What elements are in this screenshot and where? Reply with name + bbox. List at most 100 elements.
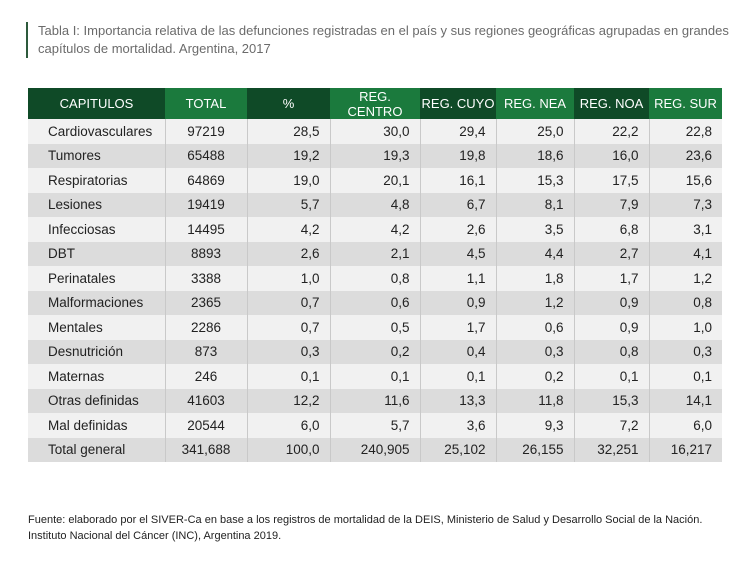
cell-value: 246 — [165, 364, 248, 389]
cell-value: 0,9 — [574, 290, 650, 315]
cell-value: 4,2 — [247, 217, 331, 242]
cell-value: 4,5 — [420, 241, 497, 266]
cell-value: 14,1 — [649, 388, 722, 413]
cell-value: 19,0 — [247, 168, 331, 193]
table-row: Mal definidas 20544 6,0 5,7 3,6 9,3 7,2 6,0 — [28, 413, 722, 438]
source-line-1: Fuente: elaborado por el SIVER-Ca en bas… — [28, 514, 703, 526]
cell-value: 16,0 — [574, 143, 650, 168]
row-label: Mal definidas — [28, 413, 166, 438]
cell-value: 0,6 — [330, 290, 421, 315]
cell-value: 2286 — [165, 315, 248, 340]
cell-value: 23,6 — [649, 143, 722, 168]
cell-value: 29,4 — [420, 119, 497, 144]
cell-value: 32,251 — [574, 437, 650, 462]
cell-value: 0,6 — [496, 315, 575, 340]
cell-value: 26,155 — [496, 437, 575, 462]
cell-value: 341,688 — [165, 437, 248, 462]
cell-value: 3,6 — [420, 413, 497, 438]
cell-value: 1,7 — [420, 315, 497, 340]
column-header: % — [247, 88, 330, 119]
cell-value: 65488 — [165, 143, 248, 168]
cell-value: 6,0 — [247, 413, 331, 438]
cell-value: 17,5 — [574, 168, 650, 193]
cell-value: 240,905 — [330, 437, 421, 462]
cell-value: 2,6 — [420, 217, 497, 242]
row-label: DBT — [28, 241, 166, 266]
table-row: Lesiones 19419 5,7 4,8 6,7 8,1 7,9 7,3 — [28, 192, 722, 217]
table-row: Desnutrición 873 0,3 0,2 0,4 0,3 0,8 0,3 — [28, 339, 722, 364]
cell-value: 25,102 — [420, 437, 497, 462]
row-label: Total general — [28, 437, 166, 462]
column-header: REG. CENTRO — [330, 88, 420, 119]
cell-value: 4,4 — [496, 241, 575, 266]
cell-value: 5,7 — [330, 413, 421, 438]
cell-value: 19,8 — [420, 143, 497, 168]
column-header: REG. CUYO — [420, 88, 496, 119]
cell-value: 13,3 — [420, 388, 497, 413]
cell-value: 2365 — [165, 290, 248, 315]
cell-value: 11,8 — [496, 388, 575, 413]
row-label: Maternas — [28, 364, 166, 389]
table-row: Perinatales 3388 1,0 0,8 1,1 1,8 1,7 1,2 — [28, 266, 722, 291]
cell-value: 8893 — [165, 241, 248, 266]
cell-value: 16,217 — [649, 437, 722, 462]
table-row: Tumores 65488 19,2 19,3 19,8 18,6 16,0 23,6 — [28, 143, 722, 168]
row-label: Cardiovasculares — [28, 119, 166, 144]
cell-value: 0,9 — [574, 315, 650, 340]
row-label: Perinatales — [28, 266, 166, 291]
cell-value: 1,7 — [574, 266, 650, 291]
cell-value: 12,2 — [247, 388, 331, 413]
column-header: REG. NOA — [574, 88, 649, 119]
cell-value: 22,2 — [574, 119, 650, 144]
row-label: Otras definidas — [28, 388, 166, 413]
cell-value: 1,2 — [649, 266, 722, 291]
total-row: Total general 341,688 100,0 240,905 25,102 26… — [28, 437, 722, 462]
table-row: DBT 8893 2,6 2,1 4,5 4,4 2,7 4,1 — [28, 241, 722, 266]
cell-value: 20544 — [165, 413, 248, 438]
cell-value: 0,1 — [574, 364, 650, 389]
cell-value: 20,1 — [330, 168, 421, 193]
column-header: REG. SUR — [649, 88, 722, 119]
cell-value: 15,6 — [649, 168, 722, 193]
cell-value: 0,2 — [496, 364, 575, 389]
cell-value: 100,0 — [247, 437, 331, 462]
table-row: Malformaciones 2365 0,7 0,6 0,9 1,2 0,9 0,8 — [28, 290, 722, 315]
cell-value: 0,8 — [649, 290, 722, 315]
table-header-row: CAPITULOS TOTAL% REG. CENTRO REG. CUYO REG. … — [28, 88, 722, 119]
cell-value: 1,1 — [420, 266, 497, 291]
cell-value: 6,8 — [574, 217, 650, 242]
cell-value: 19,3 — [330, 143, 421, 168]
table-row: Respiratorias 64869 19,0 20,1 16,1 15,3 17,5 15… — [28, 168, 722, 193]
cell-value: 1,2 — [496, 290, 575, 315]
cell-value: 7,9 — [574, 192, 650, 217]
cell-value: 3,5 — [496, 217, 575, 242]
cell-value: 2,1 — [330, 241, 421, 266]
cell-value: 1,0 — [247, 266, 331, 291]
cell-value: 0,3 — [247, 339, 331, 364]
cell-value: 22,8 — [649, 119, 722, 144]
row-label: Infecciosas — [28, 217, 166, 242]
cell-value: 6,7 — [420, 192, 497, 217]
cell-value: 0,3 — [649, 339, 722, 364]
cell-value: 7,3 — [649, 192, 722, 217]
table-row: Otras definidas 41603 12,2 11,6 13,3 11,8 15,3… — [28, 388, 722, 413]
cell-value: 30,0 — [330, 119, 421, 144]
cell-value: 3,1 — [649, 217, 722, 242]
column-header: TOTAL — [165, 88, 247, 119]
cell-value: 9,3 — [496, 413, 575, 438]
cell-value: 0,4 — [420, 339, 497, 364]
cell-value: 41603 — [165, 388, 248, 413]
cell-value: 1,8 — [496, 266, 575, 291]
table-row: Cardiovasculares 97219 28,5 30,0 29,4 25,0 22,… — [28, 119, 722, 144]
cell-value: 5,7 — [247, 192, 331, 217]
cell-value: 0,5 — [330, 315, 421, 340]
cell-value: 3388 — [165, 266, 248, 291]
cell-value: 19419 — [165, 192, 248, 217]
cell-value: 0,8 — [574, 339, 650, 364]
mortality-table: CAPITULOS TOTAL% REG. CENTRO REG. CUYO REG. … — [28, 88, 722, 462]
table-title: Tabla I: Importancia relativa de las def… — [26, 22, 738, 58]
cell-value: 0,8 — [330, 266, 421, 291]
cell-value: 6,0 — [649, 413, 722, 438]
cell-value: 64869 — [165, 168, 248, 193]
row-label: Respiratorias — [28, 168, 166, 193]
